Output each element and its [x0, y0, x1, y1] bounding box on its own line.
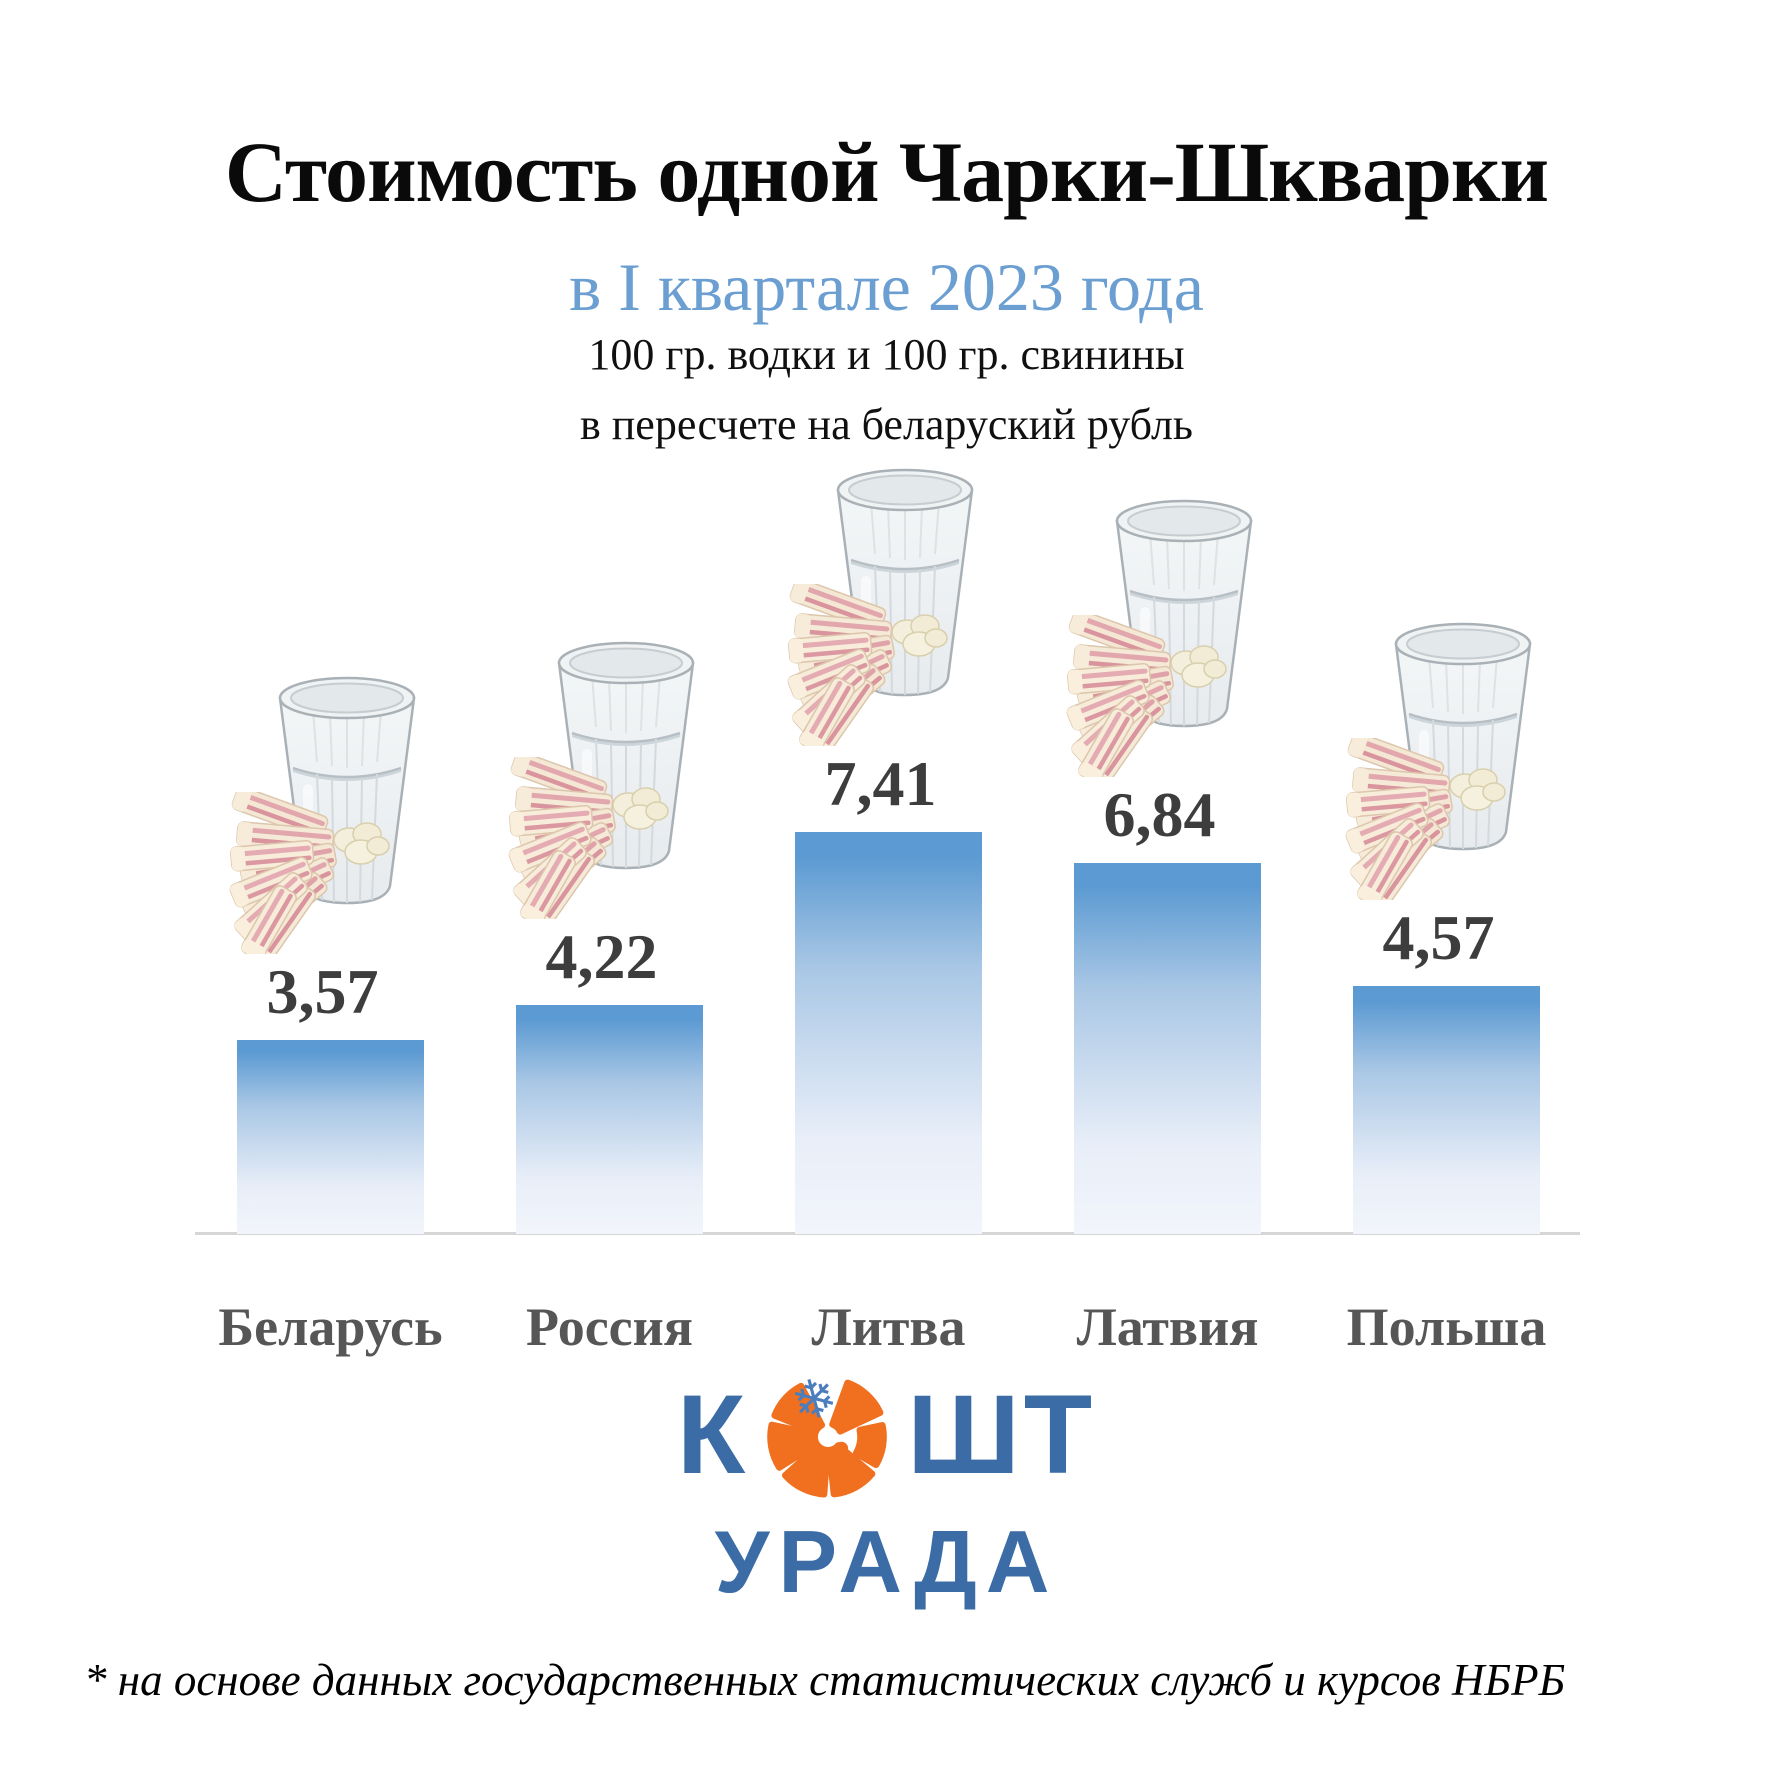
bar-value-label: 3,57 — [266, 956, 379, 1027]
page-description: 100 гр. водки и 100 гр. свинины в пересч… — [0, 320, 1773, 460]
category-label: Беларусь — [218, 1297, 443, 1357]
bar-value-label: 7,41 — [824, 748, 937, 819]
bar-value-label: 6,84 — [1103, 779, 1216, 850]
salo-plate-icon — [1293, 738, 1523, 900]
logo-word-urada: УРАДА — [714, 1512, 1059, 1611]
chart-column-Беларусь: 3,57 Беларусь — [191, 0, 470, 1357]
salo-plate-icon — [177, 792, 407, 954]
kosht-urada-logo: К ❄ ШТ УРАДА — [0, 1368, 1773, 1606]
category-label: Россия — [526, 1297, 693, 1357]
orange-slice-segment — [771, 1382, 826, 1436]
orange-slice-segment — [782, 1442, 831, 1498]
chart-column-Литва: 7,41 Литва — [749, 0, 1028, 1357]
description-line-1: 100 гр. водки и 100 гр. свинины — [588, 330, 1185, 379]
orange-slice-segment — [853, 1422, 888, 1469]
orange-slice-icon: ❄ — [767, 1368, 888, 1498]
salo-plate-icon — [735, 584, 965, 746]
category-label: Латвия — [1076, 1297, 1259, 1357]
salo-plate-icon — [1014, 615, 1244, 777]
logo-letter-k: К — [676, 1372, 750, 1497]
salo-plate-icon — [456, 757, 686, 919]
chart-column-Россия: 4,22 Россия — [470, 0, 749, 1357]
bar-Беларусь — [237, 1040, 424, 1234]
orange-slice-segment — [767, 1421, 821, 1471]
bar-value-label: 4,57 — [1382, 902, 1495, 973]
logo-top-row: К ❄ ШТ — [0, 1368, 1773, 1502]
page-subtitle: в I квартале 2023 года — [569, 249, 1204, 325]
chart-column-Латвия: 6,84 Латвия — [1028, 0, 1307, 1357]
category-label: Литва — [811, 1297, 966, 1357]
bar-Польша — [1353, 986, 1540, 1234]
category-label: Польша — [1346, 1297, 1547, 1357]
page-title: Стоимость одной Чарки-Шкварки — [224, 124, 1549, 220]
description-line-2: в пересчете на беларуский рубль — [579, 400, 1193, 449]
logo-letters-sht: ШТ — [907, 1372, 1097, 1497]
orange-slice-segment — [829, 1379, 884, 1435]
orange-slice-center-dot — [834, 1441, 849, 1456]
footnote: * на основе данных государственных стати… — [84, 1655, 1566, 1705]
bar-value-label: 4,22 — [545, 921, 658, 992]
bar-Латвия — [1074, 863, 1261, 1234]
bar-Литва — [795, 832, 982, 1234]
chart-column-Польша: 4,57 Польша — [1307, 0, 1586, 1357]
bar-chart: 3,57 Беларусь 4,22 Россия 7,41 Литва 6,84 Латви… — [191, 0, 1586, 1357]
bar-Россия — [516, 1005, 703, 1234]
